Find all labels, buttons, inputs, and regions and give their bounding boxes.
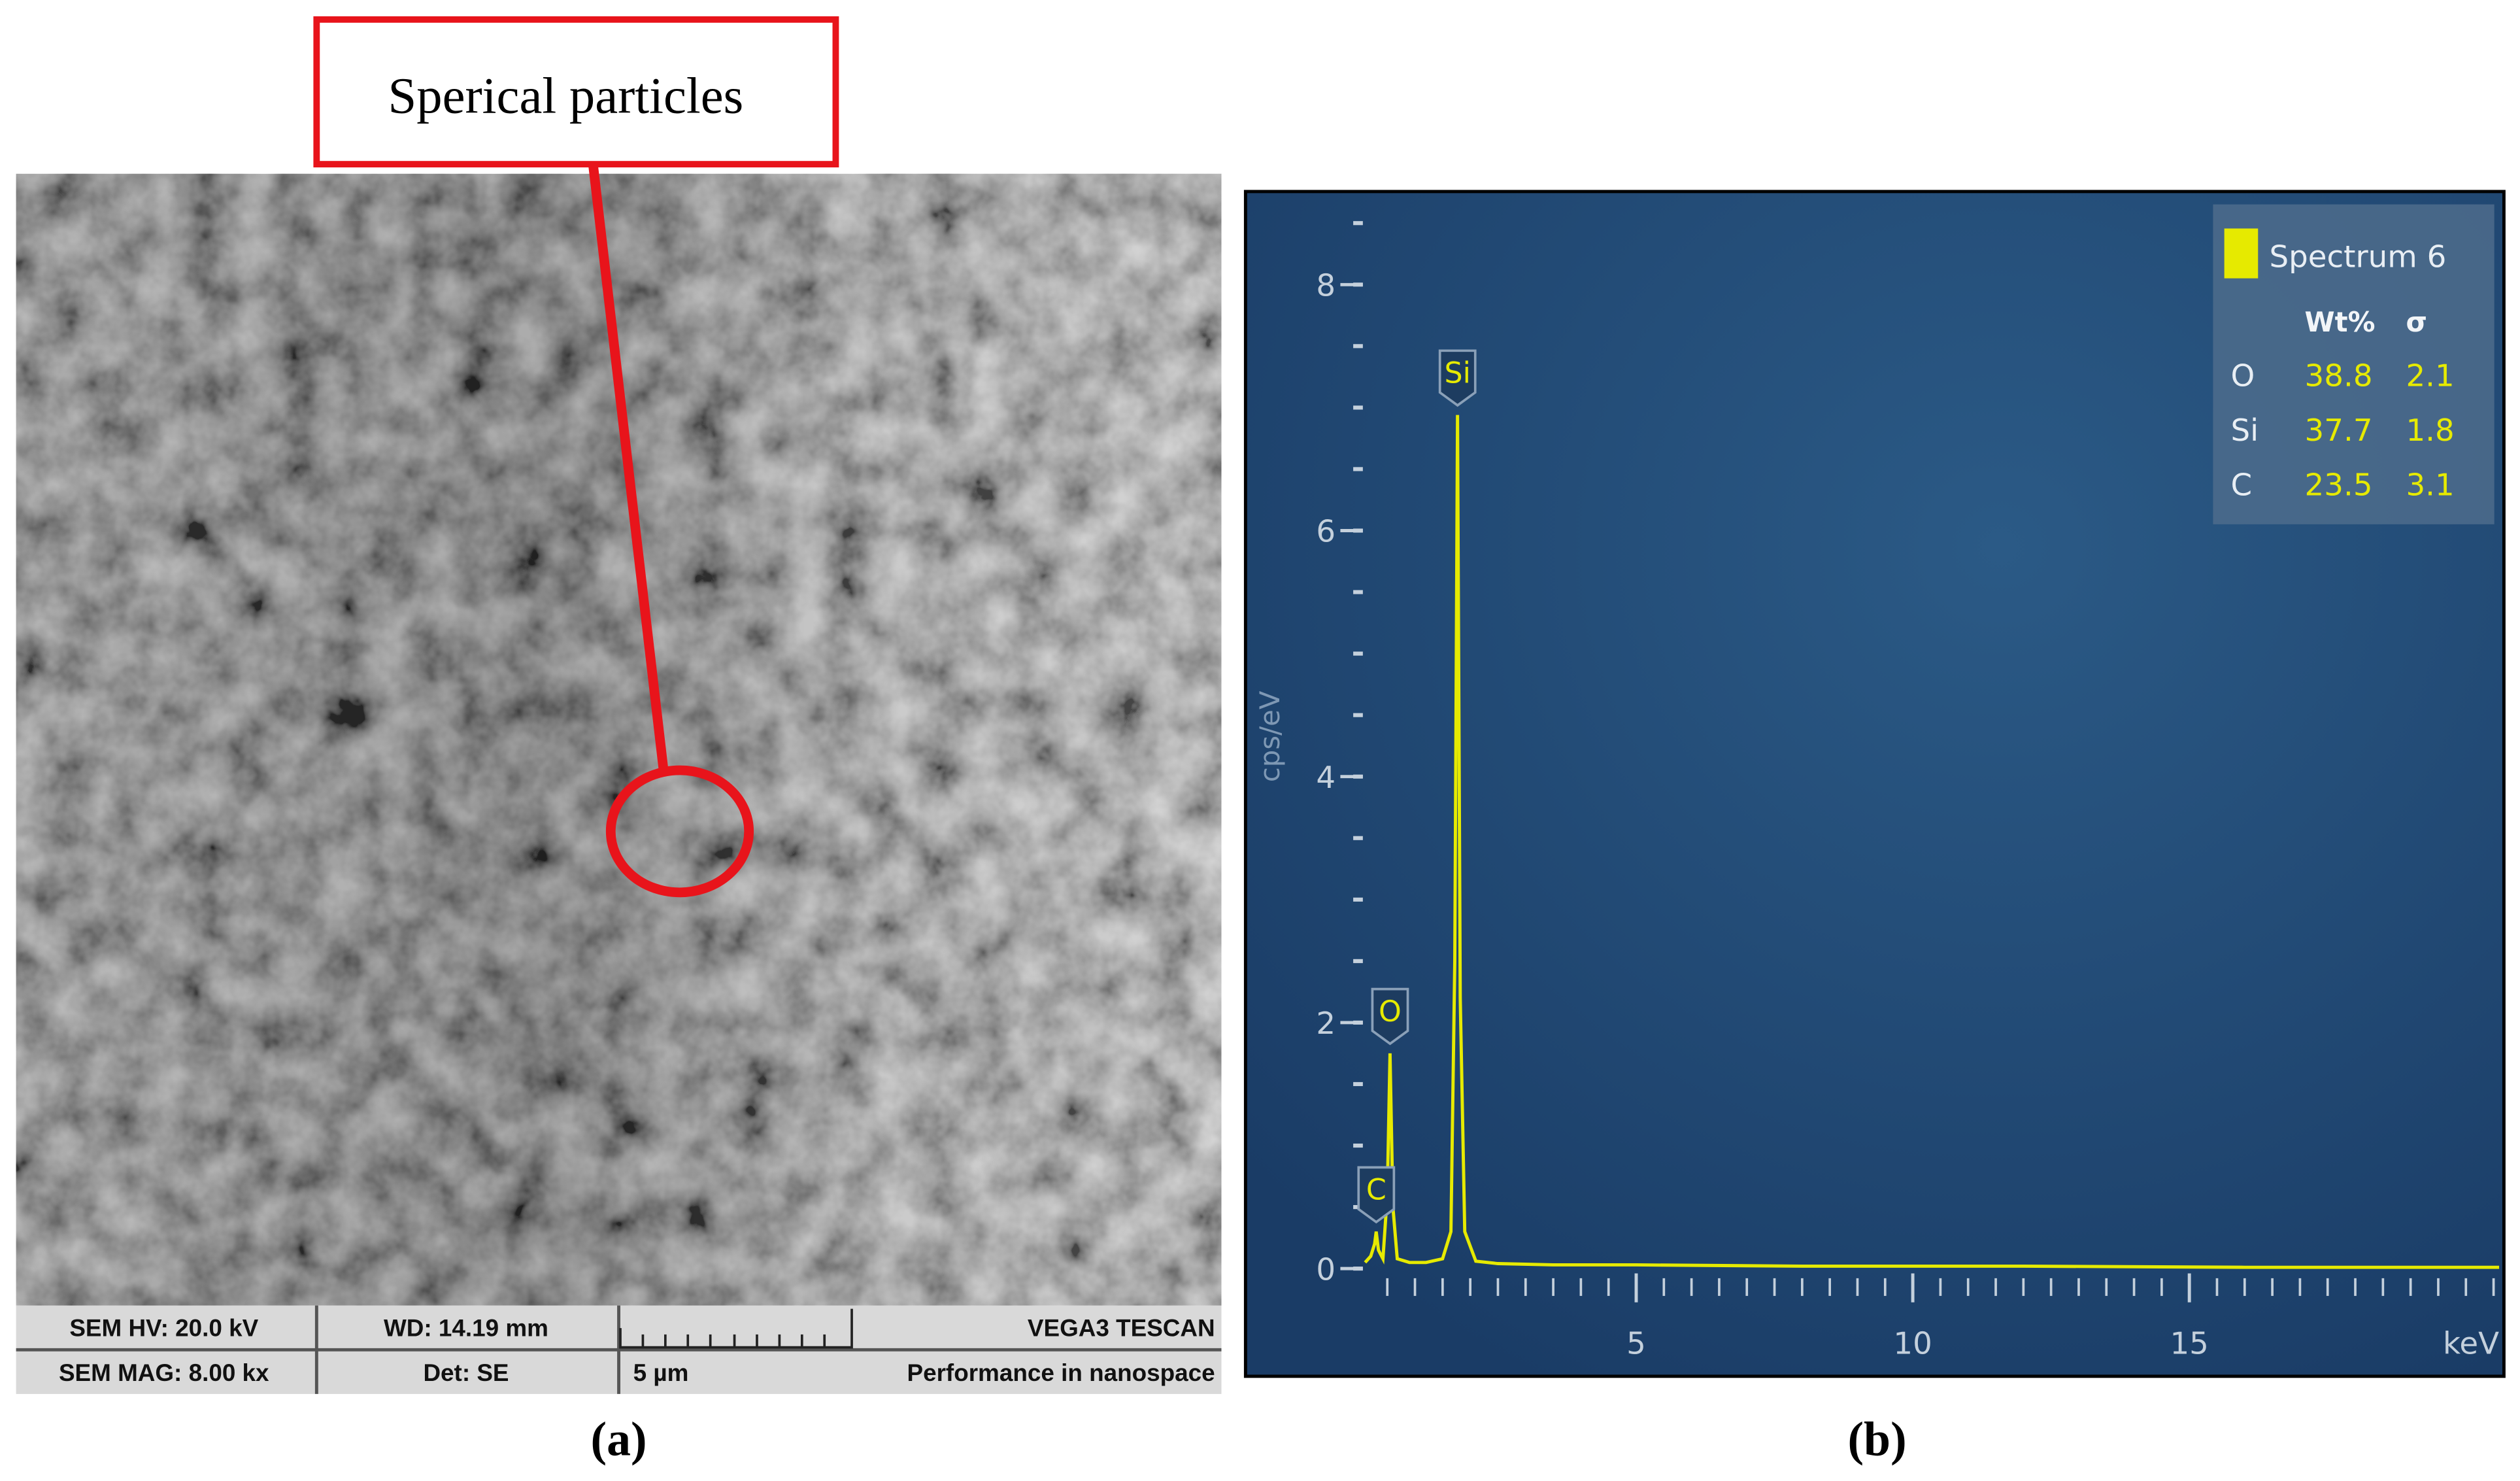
caption: (a)	[591, 1412, 647, 1465]
legend-cell: Si	[2230, 413, 2259, 449]
y-tick-label: 6	[1316, 515, 1336, 550]
peak-label: O	[1379, 995, 1402, 1029]
caption: (b)	[1848, 1412, 1907, 1465]
legend-cell: C	[2230, 468, 2252, 503]
peak-label-box	[1357, 1166, 1396, 1224]
spectrum-line	[1364, 415, 2500, 1269]
legend-title: Spectrum 6	[2269, 239, 2446, 275]
callout-text: Sperical particles	[388, 67, 744, 124]
legend-cell: 38.8	[2305, 358, 2373, 394]
x-axis-label: keV	[2443, 1326, 2499, 1361]
info-text: Det: SE	[423, 1359, 509, 1386]
info-text: VEGA3 TESCAN	[1028, 1314, 1215, 1341]
legend-header: Wt%	[2305, 306, 2376, 338]
legend-header: σ	[2406, 306, 2427, 338]
y-tick-label: 0	[1316, 1252, 1336, 1287]
legend-cell: 37.7	[2305, 413, 2373, 449]
x-tick-label: 5	[1626, 1326, 1646, 1361]
x-tick-label: 10	[1893, 1326, 1932, 1361]
legend-cell: 23.5	[2305, 468, 2373, 503]
peak-label-box	[1371, 987, 1409, 1046]
y-tick-label: 4	[1316, 760, 1336, 796]
callout-line	[588, 163, 669, 773]
legend-cell: 3.1	[2406, 468, 2454, 503]
peak-label-box	[1438, 349, 1477, 407]
legend-swatch	[2224, 228, 2259, 279]
legend-cell: 1.8	[2406, 413, 2454, 449]
legend-box	[2213, 204, 2495, 524]
info-text: 5 µm	[633, 1359, 689, 1386]
legend-cell: O	[2230, 358, 2255, 394]
y-tick-label: 2	[1316, 1006, 1336, 1042]
info-text: WD: 14.19 mm	[384, 1314, 548, 1341]
y-tick-label: 8	[1316, 268, 1336, 303]
y-axis-label: cps/eV	[1254, 690, 1286, 782]
info-text: SEM HV: 20.0 kV	[69, 1314, 258, 1341]
peak-label: Si	[1445, 356, 1471, 390]
peak-label: C	[1366, 1174, 1386, 1207]
callout-box	[313, 16, 839, 168]
info-text: SEM MAG: 8.00 kx	[59, 1359, 269, 1386]
legend-cell: 2.1	[2406, 358, 2454, 394]
info-text: Performance in nanospace	[907, 1359, 1215, 1386]
info-bar	[16, 1305, 1222, 1394]
x-tick-label: 15	[2170, 1326, 2208, 1361]
callout-circle	[605, 765, 754, 898]
